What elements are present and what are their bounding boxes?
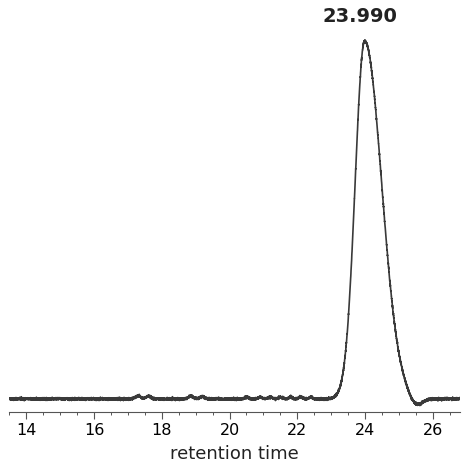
X-axis label: retention time: retention time — [170, 446, 299, 464]
Text: 23.990: 23.990 — [322, 7, 397, 26]
